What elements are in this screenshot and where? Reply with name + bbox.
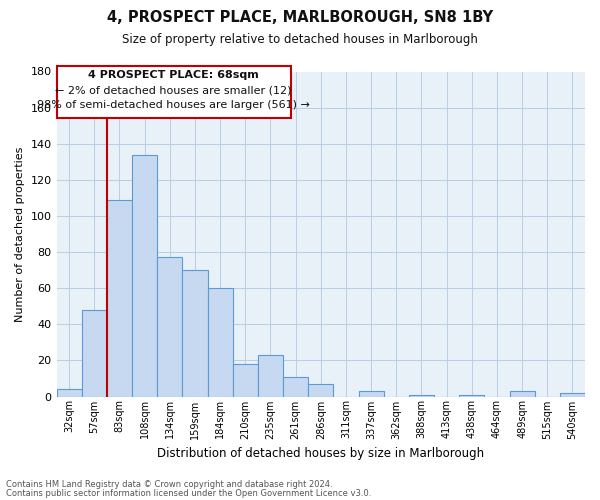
Text: 4, PROSPECT PLACE, MARLBOROUGH, SN8 1BY: 4, PROSPECT PLACE, MARLBOROUGH, SN8 1BY	[107, 10, 493, 25]
Bar	[459, 394, 484, 396]
Y-axis label: Number of detached properties: Number of detached properties	[15, 146, 25, 322]
Bar	[56, 390, 82, 396]
Bar	[409, 394, 434, 396]
Bar	[283, 376, 308, 396]
Bar	[258, 355, 283, 397]
Bar	[82, 310, 107, 396]
Bar	[359, 391, 383, 396]
Bar	[509, 391, 535, 396]
Text: 98% of semi-detached houses are larger (561) →: 98% of semi-detached houses are larger (…	[37, 100, 310, 110]
Text: ← 2% of detached houses are smaller (12): ← 2% of detached houses are smaller (12)	[55, 85, 292, 95]
Bar	[157, 258, 182, 396]
Bar	[560, 393, 585, 396]
Bar	[182, 270, 208, 396]
Bar	[308, 384, 334, 396]
Bar	[233, 364, 258, 396]
Text: Size of property relative to detached houses in Marlborough: Size of property relative to detached ho…	[122, 32, 478, 46]
Text: Contains public sector information licensed under the Open Government Licence v3: Contains public sector information licen…	[6, 488, 371, 498]
Bar	[107, 200, 132, 396]
Bar	[208, 288, 233, 397]
X-axis label: Distribution of detached houses by size in Marlborough: Distribution of detached houses by size …	[157, 447, 484, 460]
Bar	[132, 154, 157, 396]
Text: Contains HM Land Registry data © Crown copyright and database right 2024.: Contains HM Land Registry data © Crown c…	[6, 480, 332, 489]
Text: 4 PROSPECT PLACE: 68sqm: 4 PROSPECT PLACE: 68sqm	[88, 70, 259, 80]
